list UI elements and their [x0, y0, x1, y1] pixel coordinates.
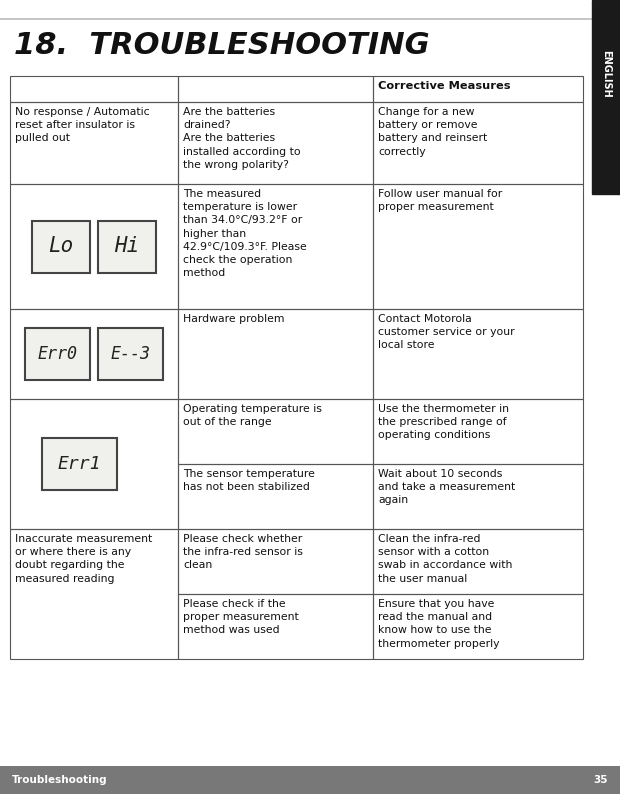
Text: Err0: Err0	[37, 345, 78, 363]
Bar	[178, 594, 373, 659]
Bar	[373, 464, 583, 529]
Bar	[98, 221, 156, 272]
Bar	[178, 102, 373, 184]
Bar	[178, 76, 373, 102]
Text: Hi: Hi	[114, 237, 140, 256]
Bar	[178, 529, 373, 594]
Bar	[178, 184, 373, 309]
Bar	[373, 76, 583, 102]
Bar	[42, 438, 117, 490]
Bar	[373, 76, 583, 102]
Text: Please check whether
the infra-red sensor is
clean: Please check whether the infra-red senso…	[183, 534, 303, 570]
Bar	[373, 184, 583, 309]
Bar	[25, 328, 90, 380]
Bar	[373, 594, 583, 659]
Text: Inaccurate measurement
or where there is any
doubt regarding the
measured readin: Inaccurate measurement or where there is…	[15, 534, 153, 584]
Bar	[32, 221, 90, 272]
Text: Change for a new
battery or remove
battery and reinsert
correctly: Change for a new battery or remove batte…	[378, 107, 487, 156]
Bar	[98, 221, 156, 272]
Bar	[592, 0, 620, 194]
Bar	[373, 102, 583, 184]
Text: Please check if the
proper measurement
method was used: Please check if the proper measurement m…	[183, 599, 299, 635]
Text: Err1: Err1	[57, 455, 100, 473]
Text: ENGLISH: ENGLISH	[601, 50, 611, 98]
Text: 35: 35	[593, 775, 608, 785]
Text: Clean the infra-red
sensor with a cotton
swab in accordance with
the user manual: Clean the infra-red sensor with a cotton…	[378, 534, 512, 584]
Text: Troubleshooting: Troubleshooting	[12, 775, 108, 785]
Bar	[373, 309, 583, 399]
Text: Operating temperature is
out of the range: Operating temperature is out of the rang…	[183, 404, 322, 427]
Bar	[373, 309, 583, 399]
Bar	[42, 438, 117, 490]
Bar	[373, 529, 583, 594]
Text: Contact Motorola
customer service or your
local store: Contact Motorola customer service or you…	[378, 314, 515, 350]
Bar	[178, 464, 373, 529]
Text: Use the thermometer in
the prescribed range of
operating conditions: Use the thermometer in the prescribed ra…	[378, 404, 509, 441]
Bar	[10, 76, 178, 102]
Bar	[373, 464, 583, 529]
Bar	[10, 309, 178, 399]
Bar	[178, 184, 373, 309]
Bar	[178, 309, 373, 399]
Bar	[373, 529, 583, 594]
Bar	[10, 76, 178, 102]
Bar	[10, 399, 178, 529]
Bar	[178, 309, 373, 399]
Bar	[10, 102, 178, 184]
Text: The sensor temperature
has not been stabilized: The sensor temperature has not been stab…	[183, 469, 315, 492]
Bar	[178, 102, 373, 184]
Bar	[10, 529, 178, 659]
Bar	[373, 594, 583, 659]
Bar	[25, 328, 90, 380]
Bar	[178, 76, 373, 102]
Bar	[10, 102, 178, 184]
Bar	[32, 221, 90, 272]
Bar	[373, 399, 583, 464]
Bar	[373, 184, 583, 309]
Bar	[178, 529, 373, 594]
Bar	[10, 529, 178, 659]
Bar	[373, 399, 583, 464]
Text: E--3: E--3	[110, 345, 151, 363]
Text: Wait about 10 seconds
and take a measurement
again: Wait about 10 seconds and take a measure…	[378, 469, 515, 506]
Bar	[178, 399, 373, 464]
Bar	[178, 594, 373, 659]
Text: Hardware problem: Hardware problem	[183, 314, 285, 324]
Bar	[178, 464, 373, 529]
Text: Ensure that you have
read the manual and
know how to use the
thermometer properl: Ensure that you have read the manual and…	[378, 599, 500, 649]
Bar	[10, 184, 178, 309]
Text: 18.  TROUBLESHOOTING: 18. TROUBLESHOOTING	[14, 32, 430, 60]
Bar	[10, 184, 178, 309]
Text: No response / Automatic
reset after insulator is
pulled out: No response / Automatic reset after insu…	[15, 107, 149, 144]
Text: Are the batteries
drained?
Are the batteries
installed according to
the wrong po: Are the batteries drained? Are the batte…	[183, 107, 301, 170]
Bar	[98, 328, 163, 380]
Bar	[0, 766, 620, 794]
Text: Corrective Measures: Corrective Measures	[378, 81, 510, 91]
Text: Follow user manual for
proper measurement: Follow user manual for proper measuremen…	[378, 189, 502, 212]
Bar	[178, 399, 373, 464]
Text: Lo: Lo	[48, 237, 74, 256]
Bar	[10, 309, 178, 399]
Bar	[98, 328, 163, 380]
Text: The measured
temperature is lower
than 34.0°C/93.2°F or
higher than
42.9°C/109.3: The measured temperature is lower than 3…	[183, 189, 307, 278]
Bar	[10, 399, 178, 529]
Bar	[373, 102, 583, 184]
